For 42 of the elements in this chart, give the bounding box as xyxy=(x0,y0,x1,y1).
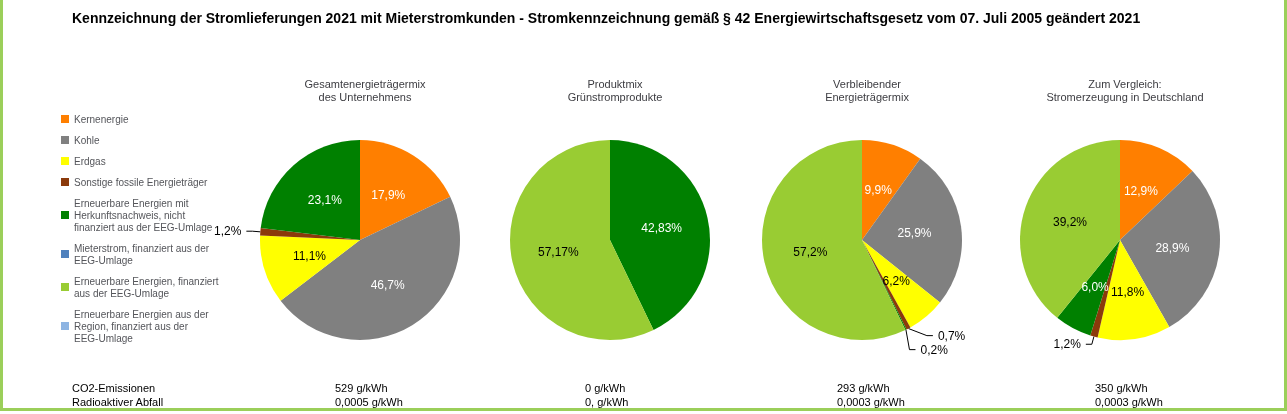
text: Radioaktiver Abfall xyxy=(72,396,164,408)
chart-title: Gesamtenergieträgermix des Unternehmens xyxy=(304,77,427,103)
legend-label: Erneuerbare Energien aus der Region, finanziert aus der EEG-Umlage xyxy=(74,308,212,344)
legend-label: Erneuerbare Energien, finanziert aus der EEG-Umlage xyxy=(74,275,222,299)
data-label: 39,2% xyxy=(1053,215,1088,230)
data-label: 9,9% xyxy=(864,182,893,197)
legend-label: Erneuerbare Energien mit Herkunftsnachweis, nicht finanziert aus der EEG-Umlage xyxy=(74,197,213,233)
chart-title: Produktmix Grünstromprodukte xyxy=(567,77,663,103)
text: 529 g/kWh xyxy=(335,381,388,394)
data-label: 23,1% xyxy=(307,193,343,208)
data-label: 1,2% xyxy=(214,224,242,239)
text: 0 g/kWh xyxy=(585,381,626,394)
text: 293 g/kWh xyxy=(837,381,890,394)
text: Kennzeichnung der Stromlieferungen 2021 mit Mieterstromkunden - Stromkennzeichnung gemäß § 42 Energiewirtschaftsgesetz vom 07. Juli 2005 geändert 2021 xyxy=(72,10,1141,26)
legend-label: Sonstige fossile Energieträger xyxy=(74,176,209,188)
data-label: 25,9% xyxy=(897,225,932,240)
legend-label: Kohle xyxy=(74,134,101,146)
text: 0,0003 g/kWh xyxy=(837,395,905,408)
chart-title: Verbleibender Energieträgermix xyxy=(825,77,910,103)
chart-title: Zum Vergleich: Stromerzeugung in Deutschland xyxy=(1046,77,1204,103)
legend-label: Kernenergie xyxy=(74,113,129,125)
text: CO2-Emissionen xyxy=(72,382,156,394)
data-label: 42,83% xyxy=(641,221,683,236)
data-label: 12,9% xyxy=(1123,184,1159,199)
data-label: 1,2% xyxy=(1053,337,1082,352)
data-label: 57,17% xyxy=(537,244,580,259)
data-label: 6,0% xyxy=(1081,279,1110,294)
data-label: 11,8% xyxy=(1111,285,1145,300)
data-label: 0,7% xyxy=(937,328,966,343)
text: 350 g/kWh xyxy=(1095,381,1148,394)
data-label: 6,2% xyxy=(882,273,911,288)
legend-label: Erdgas xyxy=(74,155,106,167)
data-label: 46,7% xyxy=(370,278,406,293)
data-label: 0,2% xyxy=(920,342,949,357)
text: 0,0003 g/kWh xyxy=(1095,395,1163,408)
text: 0,0005 g/kWh xyxy=(335,395,403,408)
text: 0, g/kWh xyxy=(585,395,629,408)
data-label: 28,9% xyxy=(1155,240,1190,255)
data-label: 17,9% xyxy=(371,188,406,203)
legend-label: Mieterstrom, finanziert aus der EEG-Umlage xyxy=(74,242,212,266)
data-label: 11,1% xyxy=(292,248,327,263)
data-label: 57,2% xyxy=(793,244,828,259)
